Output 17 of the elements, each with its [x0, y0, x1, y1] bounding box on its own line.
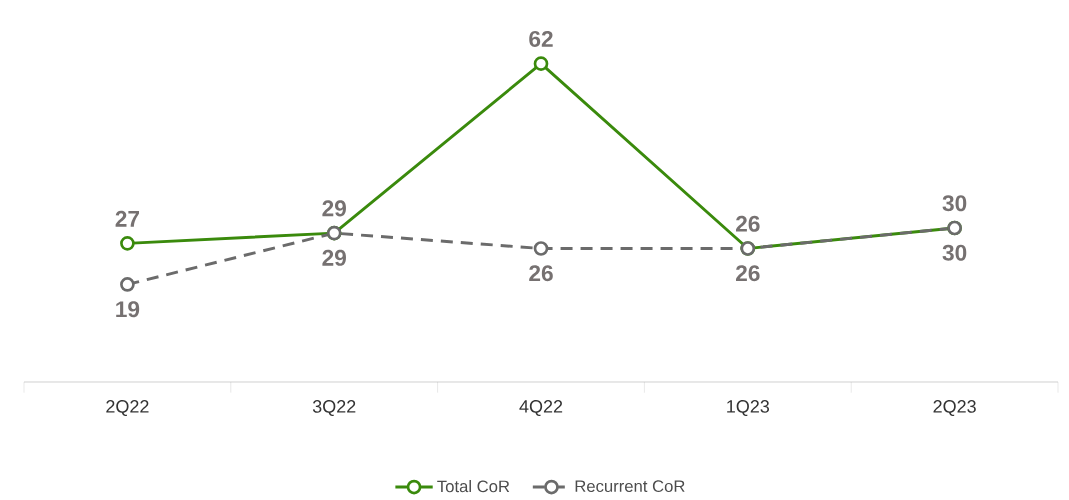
data-label: 62	[529, 30, 553, 47]
data-label: 30	[942, 195, 967, 212]
x-tick-label: 2Q22	[106, 400, 149, 417]
data-label: 19	[116, 301, 140, 318]
data-label: 26	[529, 265, 553, 282]
x-tick-label: 3Q22	[312, 400, 356, 417]
legend-label: Recurrent CoR	[575, 480, 685, 493]
data-label: 29	[322, 200, 346, 217]
data-label: 26	[736, 215, 760, 232]
data-label: 30	[942, 244, 967, 261]
legend-label: Total CoR	[437, 480, 510, 493]
x-tick-label: 1Q23	[727, 400, 770, 417]
data-label: 26	[736, 265, 760, 282]
data-label: 27	[115, 210, 140, 227]
x-tick-label: 2Q23	[933, 400, 976, 417]
x-tick-label: 4Q22	[519, 400, 563, 417]
data-label: 29	[322, 249, 346, 266]
